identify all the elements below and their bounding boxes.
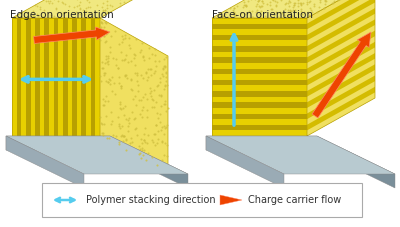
Polygon shape: [212, 35, 307, 40]
Polygon shape: [91, 18, 95, 136]
Polygon shape: [63, 18, 68, 136]
Polygon shape: [212, 46, 307, 52]
FancyArrow shape: [220, 195, 242, 205]
Polygon shape: [212, 18, 307, 136]
Polygon shape: [72, 18, 77, 136]
Polygon shape: [307, 53, 375, 97]
Polygon shape: [307, 0, 375, 40]
FancyArrow shape: [312, 32, 371, 118]
Polygon shape: [307, 0, 375, 136]
Polygon shape: [54, 18, 58, 136]
Text: Edge-on orientation: Edge-on orientation: [10, 10, 114, 20]
Polygon shape: [17, 18, 21, 136]
Polygon shape: [44, 18, 49, 136]
Polygon shape: [12, 0, 168, 18]
Polygon shape: [110, 136, 188, 188]
Polygon shape: [206, 136, 317, 150]
Text: Face-on orientation: Face-on orientation: [212, 10, 313, 20]
Polygon shape: [6, 136, 84, 188]
Polygon shape: [212, 114, 307, 119]
Polygon shape: [307, 64, 375, 108]
Polygon shape: [212, 80, 307, 85]
Polygon shape: [6, 136, 188, 174]
FancyArrow shape: [34, 27, 110, 44]
Polygon shape: [82, 18, 86, 136]
FancyBboxPatch shape: [42, 183, 362, 217]
Polygon shape: [206, 136, 395, 174]
Polygon shape: [307, 31, 375, 74]
Polygon shape: [307, 76, 375, 119]
Polygon shape: [307, 0, 375, 29]
Polygon shape: [6, 136, 110, 150]
Text: Charge carrier flow: Charge carrier flow: [248, 195, 341, 205]
Polygon shape: [12, 18, 100, 136]
Polygon shape: [100, 18, 168, 174]
Polygon shape: [307, 87, 375, 130]
Polygon shape: [307, 8, 375, 52]
Polygon shape: [317, 136, 395, 188]
Polygon shape: [212, 24, 307, 29]
Polygon shape: [206, 136, 284, 188]
Polygon shape: [307, 19, 375, 63]
Polygon shape: [212, 91, 307, 97]
Polygon shape: [212, 125, 307, 130]
Polygon shape: [212, 102, 307, 108]
Polygon shape: [35, 18, 40, 136]
Polygon shape: [307, 42, 375, 85]
Polygon shape: [212, 0, 375, 18]
Polygon shape: [26, 18, 30, 136]
Polygon shape: [212, 57, 307, 63]
Text: Polymer stacking direction: Polymer stacking direction: [86, 195, 216, 205]
Polygon shape: [212, 69, 307, 74]
